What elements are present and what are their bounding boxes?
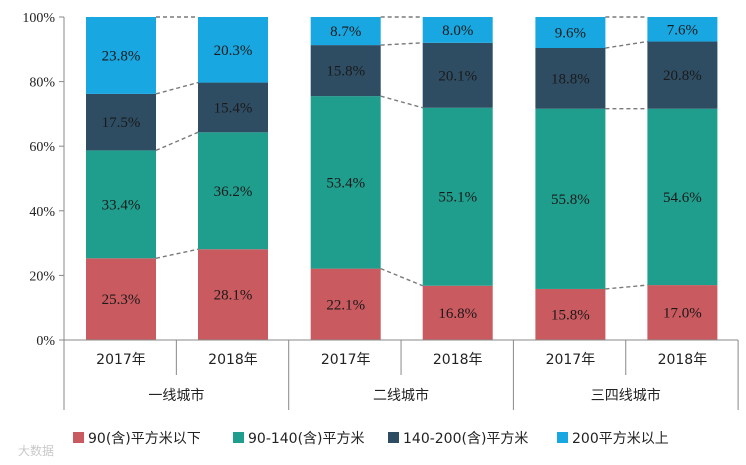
data-label: 28.1% [214, 288, 253, 304]
y-tick-label: 20% [29, 269, 55, 284]
bar-segment [647, 285, 718, 340]
legend-swatch [388, 432, 399, 443]
bar-segment [535, 108, 606, 289]
x-group-label: 三四线城市 [591, 387, 661, 404]
data-label: 20.1% [438, 68, 477, 84]
legend-swatch [557, 432, 568, 443]
data-label: 18.8% [551, 71, 590, 87]
data-label: 15.8% [551, 307, 590, 323]
bar-segment [422, 285, 493, 340]
data-label: 16.8% [438, 306, 477, 322]
y-tick-label: 0% [36, 334, 55, 349]
data-label: 54.6% [663, 190, 702, 206]
x-group-label: 一线城市 [148, 387, 204, 404]
data-label: 20.8% [663, 68, 702, 84]
data-label: 8.0% [442, 23, 473, 39]
data-label: 55.8% [551, 192, 590, 208]
y-tick-label: 80% [29, 76, 55, 91]
legend-swatch [233, 432, 244, 443]
data-label: 22.1% [326, 297, 365, 313]
bar-segment [647, 41, 718, 109]
connector-line [155, 81, 199, 95]
data-label: 9.6% [555, 26, 586, 42]
connector-line [380, 42, 423, 46]
data-label: 20.3% [214, 43, 253, 59]
bar-segment [647, 17, 718, 42]
bar-segment [422, 17, 493, 43]
x-year-label: 2017年 [96, 352, 146, 368]
connector-line [155, 248, 199, 259]
x-year-label: 2018年 [433, 352, 483, 368]
bar-segment [86, 17, 156, 94]
bar-segment [422, 107, 493, 286]
bar-segment [310, 45, 381, 97]
legend-label: 90(含)平方米以下 [88, 431, 201, 447]
bar-segment [535, 288, 606, 340]
connector-line [155, 131, 199, 152]
legend-label: 90-140(含)平方米 [248, 431, 365, 447]
connector-line [380, 95, 423, 109]
bar-segment [310, 268, 381, 340]
bar-segment [198, 82, 268, 133]
bar-segment [310, 17, 381, 46]
bar-segment [535, 48, 606, 109]
data-label: 36.2% [214, 184, 253, 200]
data-label: 23.8% [102, 48, 141, 64]
data-label: 25.3% [102, 292, 141, 308]
watermark-text: 大数据 [18, 443, 54, 458]
data-label: 33.4% [102, 197, 141, 213]
bar-segment [198, 249, 268, 340]
bar-segment [86, 258, 156, 340]
y-tick-label: 40% [29, 205, 55, 220]
legend-label: 200平方米以上 [572, 431, 669, 447]
bar-segment [198, 17, 268, 83]
data-label: 15.8% [326, 64, 365, 80]
legend-label: 140-200(含)平方米 [403, 431, 528, 447]
legend-swatch [73, 432, 84, 443]
x-group-label: 二线城市 [373, 387, 429, 404]
y-tick-label: 60% [29, 140, 55, 155]
bar-segment [198, 132, 268, 250]
bar-segment [535, 17, 606, 49]
x-year-label: 2018年 [658, 352, 708, 368]
x-year-label: 2017年 [321, 352, 371, 368]
y-tick-label: 100% [22, 11, 55, 26]
x-year-label: 2018年 [208, 352, 258, 368]
bar-segment [86, 93, 156, 151]
data-label: 17.5% [102, 115, 141, 131]
bar-segment [422, 42, 493, 108]
data-label: 53.4% [326, 175, 365, 191]
connector-line [605, 40, 648, 49]
bar-segment [86, 150, 156, 259]
bar-segment [310, 96, 381, 269]
data-label: 8.7% [330, 24, 361, 40]
x-year-label: 2017年 [546, 352, 596, 368]
connector-line [605, 284, 648, 290]
bar-segment [647, 108, 718, 286]
data-label: 17.0% [663, 306, 702, 322]
data-label: 55.1% [438, 190, 477, 206]
data-label: 15.4% [214, 100, 253, 116]
connector-line [380, 267, 423, 287]
data-label: 7.6% [667, 22, 698, 38]
